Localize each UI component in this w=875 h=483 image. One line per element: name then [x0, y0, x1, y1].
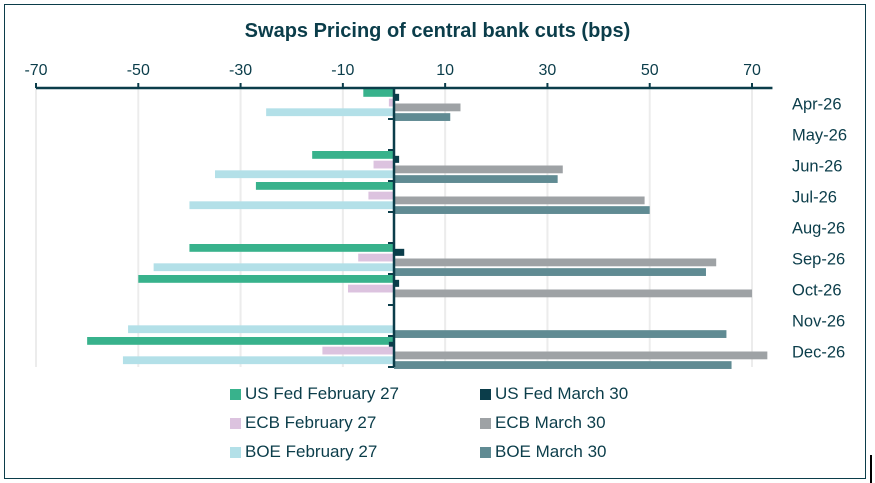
- bar-us-fed-march-30-jun-26: [394, 155, 400, 163]
- bar-ecb-february-27-apr-26: [388, 98, 394, 107]
- bar-us-fed-march-30-dec-26: [388, 341, 394, 349]
- chart-title: Swaps Pricing of central bank cuts (bps): [244, 20, 631, 42]
- bar-us-fed-february-27-jun-26: [312, 151, 394, 159]
- bar-us-fed-february-27-sep-26: [189, 244, 394, 252]
- category-label: Apr-26: [792, 96, 842, 114]
- bar-ecb-march-30-dec-26: [394, 351, 768, 360]
- bar-boe-february-27-jun-26: [215, 170, 394, 179]
- bar-us-fed-march-30-sep-26: [394, 248, 405, 256]
- category-label: May-26: [792, 127, 847, 145]
- bar-us-fed-march-30-apr-26: [394, 93, 400, 101]
- bar-us-fed-march-30-oct-26: [394, 279, 400, 287]
- category-label: Jun-26: [792, 158, 842, 176]
- bar-us-fed-february-27-jul-26: [255, 182, 394, 190]
- x-tick-label: 70: [743, 62, 761, 79]
- x-tick-label: 30: [539, 62, 557, 79]
- bars: [87, 89, 768, 369]
- bar-ecb-march-30-jul-26: [394, 196, 645, 205]
- bar-ecb-march-30-oct-26: [394, 289, 752, 298]
- bar-boe-march-30-apr-26: [394, 113, 451, 121]
- bar-boe-march-30-dec-26: [394, 361, 732, 369]
- frame-edge-line: [870, 455, 872, 483]
- bar-boe-march-30-jun-26: [394, 175, 558, 183]
- legend-swatch: [230, 417, 241, 429]
- x-tick-label: 10: [436, 62, 454, 79]
- legend-label: BOE February 27: [245, 442, 378, 461]
- bar-boe-march-30-sep-26: [394, 268, 706, 276]
- bar-boe-march-30-jul-26: [394, 206, 650, 214]
- gridlines: [35, 88, 753, 367]
- bar-boe-february-27-nov-26: [128, 325, 395, 334]
- bar-ecb-march-30-sep-26: [394, 258, 717, 267]
- legend-item-us-fed-mar: US Fed March 30: [480, 384, 628, 404]
- category-label: Dec-26: [792, 344, 845, 362]
- bar-ecb-february-27-dec-26: [322, 346, 394, 355]
- category-label: Sep-26: [792, 251, 845, 269]
- legend-swatch: [230, 388, 241, 400]
- legend-swatch: [480, 388, 491, 400]
- category-label: Aug-26: [792, 220, 845, 238]
- legend-item-boe-feb: BOE February 27: [230, 442, 377, 462]
- legend-swatch: [480, 446, 491, 458]
- legend-label: ECB February 27: [245, 413, 377, 432]
- bar-boe-february-27-sep-26: [153, 263, 394, 272]
- bar-ecb-march-30-jun-26: [394, 165, 563, 174]
- bar-us-fed-february-27-dec-26: [87, 337, 395, 345]
- bar-boe-february-27-dec-26: [122, 356, 394, 365]
- legend-item-boe-mar: BOE March 30: [480, 442, 607, 462]
- bar-us-fed-february-27-apr-26: [363, 89, 394, 97]
- legend-label: BOE March 30: [495, 442, 607, 461]
- x-tick-label: -50: [127, 62, 150, 79]
- labels: -70 -50 -30 -10 10 30 50 70 Apr-26 May-26 Jun-26 Ju…: [24, 62, 847, 362]
- category-label: Oct-26: [792, 282, 842, 300]
- x-tick-label: 50: [641, 62, 659, 79]
- legend-swatch: [480, 417, 491, 429]
- bar-ecb-february-27-sep-26: [358, 253, 394, 262]
- bar-ecb-march-30-apr-26: [394, 103, 461, 112]
- chart-frame: [4, 4, 866, 479]
- bar-ecb-february-27-oct-26: [347, 284, 394, 293]
- x-tick-label: -30: [229, 62, 252, 79]
- legend-item-us-fed-feb: US Fed February 27: [230, 384, 399, 404]
- category-label: Jul-26: [792, 189, 837, 207]
- legend-swatch: [230, 446, 241, 458]
- legend-label: US Fed February 27: [245, 384, 400, 403]
- legend-item-ecb-mar: ECB March 30: [480, 413, 606, 433]
- x-tick-label: -70: [24, 62, 47, 79]
- bar-boe-february-27-jul-26: [189, 201, 394, 210]
- legend-label: US Fed March 30: [495, 384, 629, 403]
- bar-us-fed-february-27-oct-26: [138, 275, 394, 283]
- bar-ecb-february-27-jun-26: [373, 160, 394, 169]
- bar-ecb-february-27-jul-26: [368, 191, 394, 200]
- axes: [35, 83, 773, 368]
- bar-boe-march-30-nov-26: [394, 330, 727, 338]
- legend-item-ecb-feb: ECB February 27: [230, 413, 376, 433]
- legend-label: ECB March 30: [495, 413, 606, 432]
- category-label: Nov-26: [792, 313, 845, 331]
- x-tick-label: -10: [331, 62, 354, 79]
- bar-boe-february-27-apr-26: [266, 108, 394, 117]
